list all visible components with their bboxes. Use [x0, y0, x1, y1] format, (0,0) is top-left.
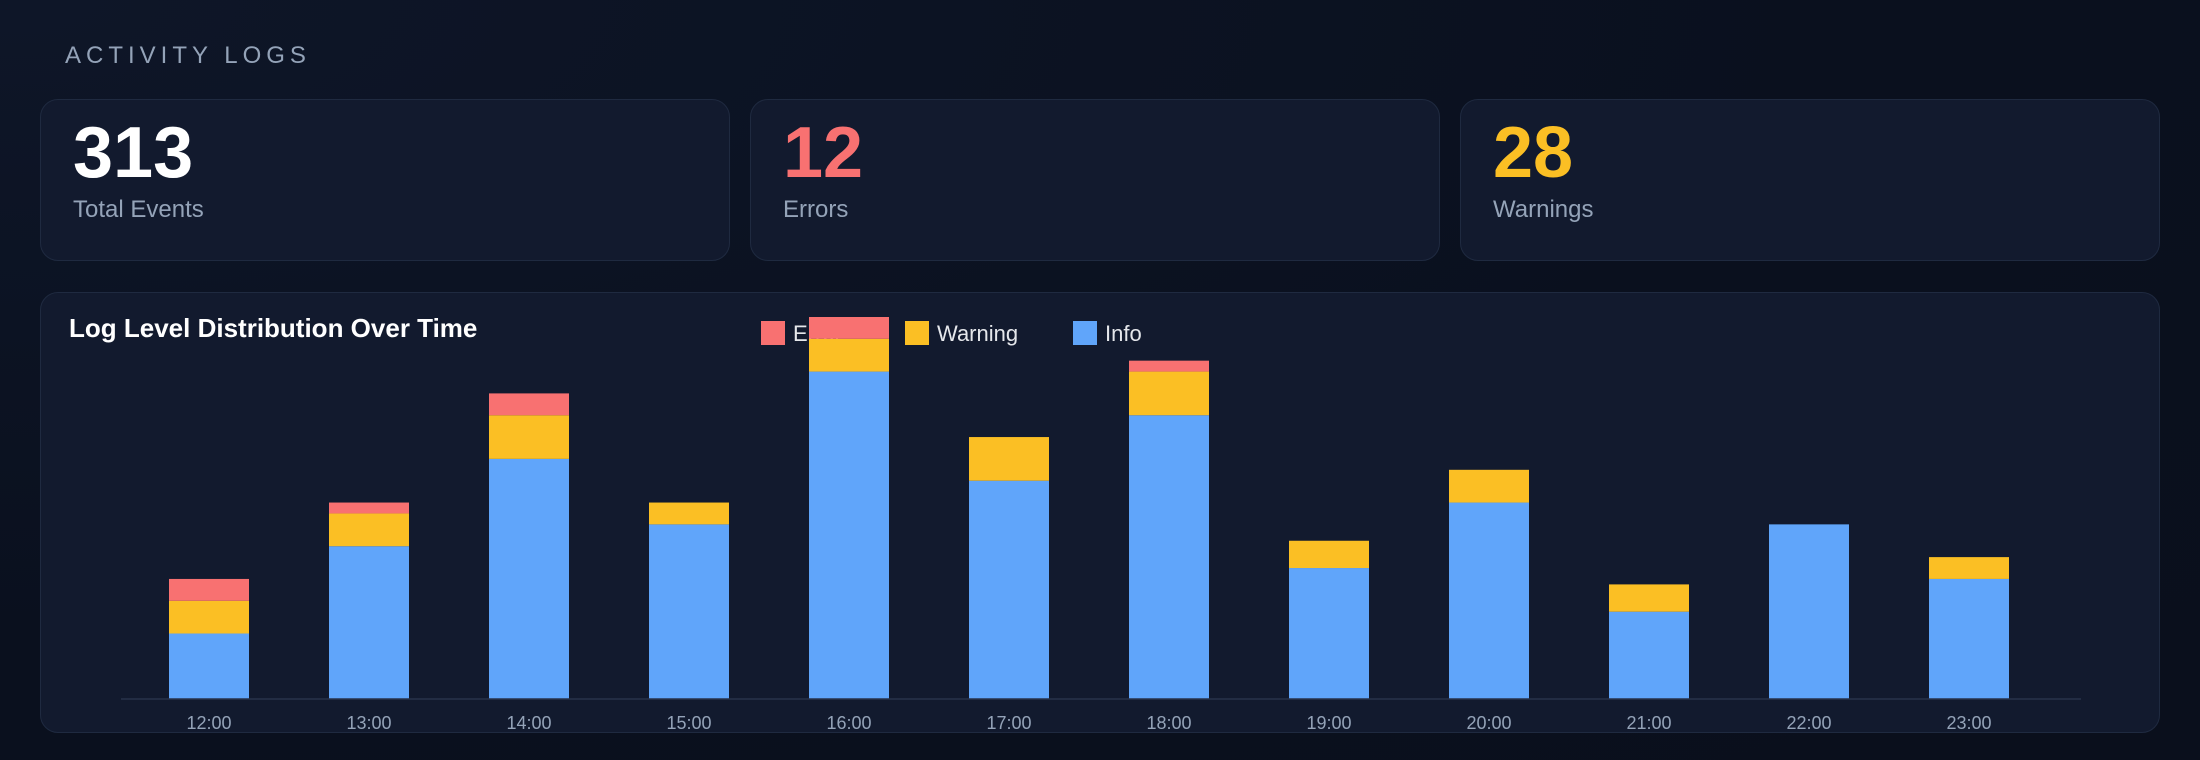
total-events-card: 313 Total Events — [40, 99, 730, 261]
x-tick-label: 12:00 — [186, 713, 231, 733]
bar-error-12:00 — [169, 578, 249, 601]
legend-swatch-info — [1073, 321, 1097, 345]
bar-warning-21:00 — [1609, 584, 1689, 612]
bar-error-14:00 — [489, 393, 569, 416]
bar-warning-18:00 — [1129, 371, 1209, 416]
legend-swatch-error — [761, 321, 785, 345]
x-tick-label: 15:00 — [666, 713, 711, 733]
total-events-value: 313 — [73, 113, 194, 193]
errors-card: 12 Errors — [750, 99, 1440, 261]
x-tick-label: 19:00 — [1306, 713, 1351, 733]
bar-warning-20:00 — [1449, 469, 1529, 503]
bar-info-17:00 — [969, 480, 1049, 699]
warnings-card: 28 Warnings — [1460, 99, 2160, 261]
bar-info-23:00 — [1929, 578, 2009, 699]
bar-info-20:00 — [1449, 502, 1529, 699]
x-tick-label: 23:00 — [1946, 713, 1991, 733]
bar-error-18:00 — [1129, 360, 1209, 372]
bar-error-16:00 — [809, 317, 889, 339]
x-tick-label: 17:00 — [986, 713, 1031, 733]
errors-value: 12 — [783, 113, 864, 193]
x-tick-label: 21:00 — [1626, 713, 1671, 733]
bar-warning-16:00 — [809, 338, 889, 372]
warnings-value: 28 — [1493, 113, 1574, 193]
total-events-label: Total Events — [73, 196, 204, 223]
bar-warning-13:00 — [329, 513, 409, 547]
bar-warning-12:00 — [169, 600, 249, 634]
x-tick-label: 18:00 — [1146, 713, 1191, 733]
x-tick-label: 16:00 — [826, 713, 871, 733]
bar-info-16:00 — [809, 371, 889, 699]
log-distribution-chart-card: Log Level Distribution Over Time ErrorWa… — [40, 292, 2160, 733]
chart-title: Log Level Distribution Over Time — [69, 313, 478, 343]
bar-warning-15:00 — [649, 502, 729, 525]
legend-swatch-warning — [905, 321, 929, 345]
warnings-label: Warnings — [1493, 196, 1594, 223]
x-axis-ticks: 12:00 13:00 14:00 15:00 16:00 17:00 18:00 19:00… — [186, 713, 1991, 733]
bar-info-18:00 — [1129, 415, 1209, 699]
bar-info-22:00 — [1769, 524, 1849, 699]
errors-label: Errors — [783, 196, 849, 223]
bar-warning-23:00 — [1929, 557, 2009, 579]
bar-info-21:00 — [1609, 611, 1689, 699]
x-tick-label: 13:00 — [346, 713, 391, 733]
chart-legend: ErrorWarningInfo — [761, 321, 1142, 346]
bar-info-14:00 — [489, 458, 569, 699]
bar-error-13:00 — [329, 502, 409, 514]
x-tick-label: 20:00 — [1466, 713, 1511, 733]
bar-info-13:00 — [329, 546, 409, 699]
bar-warning-14:00 — [489, 415, 569, 459]
stacked-bar-chart: ErrorWarningInfo 12:0013:0014:0015:0016:… — [121, 317, 2081, 733]
bar-info-19:00 — [1289, 568, 1369, 699]
bar-warning-17:00 — [969, 437, 1049, 481]
bar-warning-19:00 — [1289, 540, 1369, 569]
legend-label-warning: Warning — [937, 321, 1018, 346]
bar-info-15:00 — [649, 524, 729, 699]
section-title: ACTIVITY LOGS — [65, 42, 311, 69]
legend-label-info: Info — [1105, 321, 1142, 346]
bar-info-12:00 — [169, 633, 249, 699]
chart-bars — [169, 317, 2009, 699]
x-tick-label: 22:00 — [1786, 713, 1831, 733]
x-tick-label: 14:00 — [506, 713, 551, 733]
